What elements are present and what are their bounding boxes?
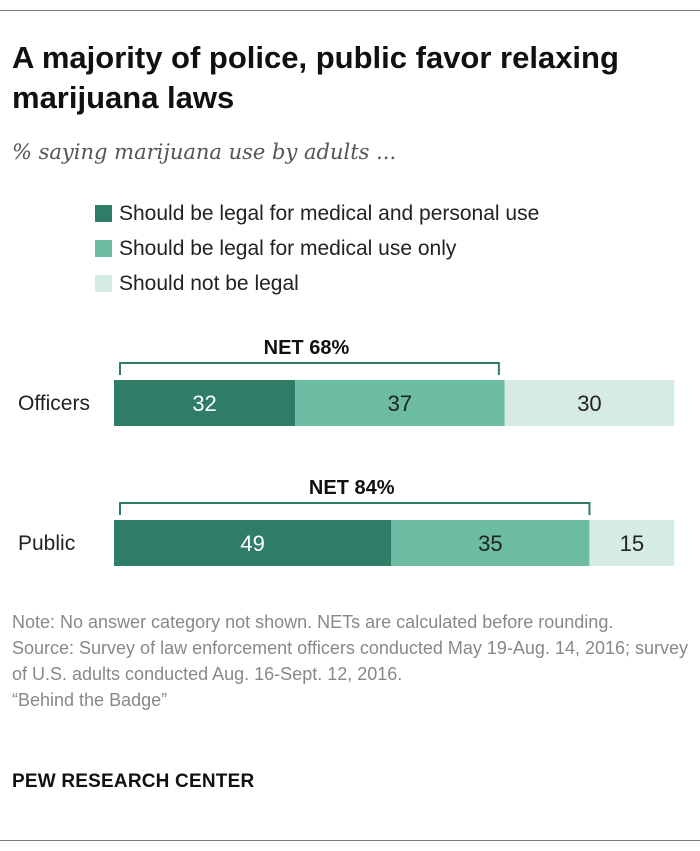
legend-label-legal-both: Should be legal for medical and personal… <box>119 201 540 225</box>
data-label-legal-both-officers: 32 <box>192 391 216 416</box>
legend-swatch-not-legal <box>95 275 112 292</box>
legend-item-legal-both: Should be legal for medical and personal… <box>95 196 539 231</box>
top-rule <box>0 10 700 11</box>
bar-legal-medical-public <box>391 520 590 566</box>
net-label-public: NET 84% <box>309 477 395 499</box>
report-title: “Behind the Badge” <box>12 690 168 710</box>
bar-legal-both-officers <box>114 380 296 426</box>
data-label-not-legal-public: 15 <box>620 531 644 556</box>
chart-subtitle: % saying marijuana use by adults ... <box>12 140 397 164</box>
data-label-legal-medical-officers: 37 <box>388 391 412 416</box>
legend-swatch-legal-medical <box>95 240 112 257</box>
net-label-officers: NET 68% <box>264 337 350 359</box>
data-label-legal-both-public: 49 <box>240 531 264 556</box>
chart-title: A majority of police, public favor relax… <box>12 40 619 115</box>
bar-legal-both-public <box>114 520 392 566</box>
bottom-rule <box>0 840 700 841</box>
footer-notes: Note: No answer category not shown. NETs… <box>12 609 692 713</box>
bar-legal-medical-officers <box>295 380 505 426</box>
brand-name: PEW RESEARCH CENTER <box>12 771 255 792</box>
legend-label-legal-medical: Should be legal for medical use only <box>119 236 457 260</box>
stacked-bar-chart: Officers 32 37 30 NET 68% Public 49 35 15 NET 84% <box>18 337 675 566</box>
category-label-public: Public <box>18 532 75 555</box>
legend: Should be legal for medical and personal… <box>95 196 539 301</box>
legend-label-not-legal: Should not be legal <box>119 271 299 295</box>
source-text: Source: Survey of law enforcement office… <box>12 638 689 684</box>
bar-not-legal-officers <box>504 380 675 426</box>
net-bracket-officers <box>119 362 500 375</box>
data-label-legal-medical-public: 35 <box>478 531 502 556</box>
legend-item-legal-medical: Should be legal for medical use only <box>95 231 539 266</box>
legend-item-not-legal: Should not be legal <box>95 266 539 301</box>
legend-swatch-legal-both <box>95 205 112 222</box>
data-label-not-legal-officers: 30 <box>577 391 601 416</box>
note-text: Note: No answer category not shown. NETs… <box>12 612 614 632</box>
net-bracket-public <box>119 502 591 515</box>
bar-not-legal-public <box>589 520 675 566</box>
category-label-officers: Officers <box>18 392 90 415</box>
